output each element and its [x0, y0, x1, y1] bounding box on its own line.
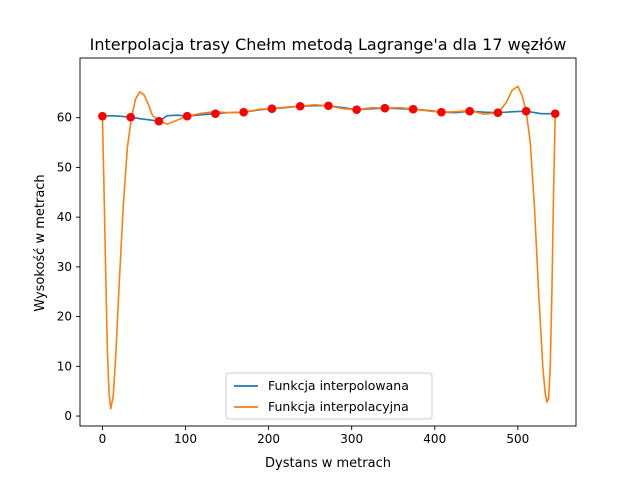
- node-point: [324, 101, 333, 111]
- x-tick-label: 300: [340, 432, 363, 446]
- node-point: [493, 108, 503, 118]
- plot-area: [79, 57, 577, 427]
- legend-label: Funkcja interpolowana: [268, 378, 409, 393]
- node-point: [98, 111, 107, 121]
- node-point: [267, 104, 277, 114]
- x-tick-label: 200: [257, 432, 280, 446]
- chart-title: Interpolacja trasy Chełm metodą Lagrange…: [90, 35, 567, 54]
- node-point: [437, 107, 446, 117]
- x-tick-label: 500: [506, 432, 529, 446]
- node-point: [295, 101, 305, 111]
- y-tick-label: 60: [57, 111, 72, 125]
- y-tick-label: 50: [57, 160, 72, 174]
- x-axis-label: Dystans w metrach: [265, 456, 391, 471]
- y-tick-label: 40: [57, 210, 72, 224]
- node-point: [550, 109, 560, 118]
- legend: Funkcja interpolowana Funkcja interpolacy…: [225, 372, 433, 420]
- legend-label: Funkcja interpolacyjna: [268, 399, 409, 414]
- node-point: [352, 105, 361, 115]
- plot-frame: [79, 57, 577, 427]
- series-line: [101, 85, 557, 410]
- node-point: [211, 109, 220, 118]
- node-point: [380, 103, 390, 113]
- y-tick-label: 20: [57, 310, 72, 324]
- node-point: [126, 112, 135, 122]
- node-point: [465, 106, 474, 116]
- x-tick-label: 400: [423, 432, 446, 446]
- legend-frame: [225, 372, 433, 420]
- y-axis-label: Wysokość w metrach: [33, 174, 48, 311]
- node-point: [154, 116, 164, 126]
- y-tick-label: 30: [57, 260, 72, 274]
- x-tick-label: 100: [174, 432, 197, 446]
- node-point: [182, 111, 192, 121]
- y-tick-label: 10: [57, 359, 72, 373]
- y-tick-label: 0: [64, 409, 72, 423]
- node-point: [521, 106, 531, 116]
- x-tick-label: 0: [99, 432, 107, 446]
- axis-ticks: 0 100 200 300 400 500 0 10 20 30 40 50 60: [57, 111, 530, 446]
- node-point: [408, 104, 418, 114]
- node-point: [239, 107, 248, 117]
